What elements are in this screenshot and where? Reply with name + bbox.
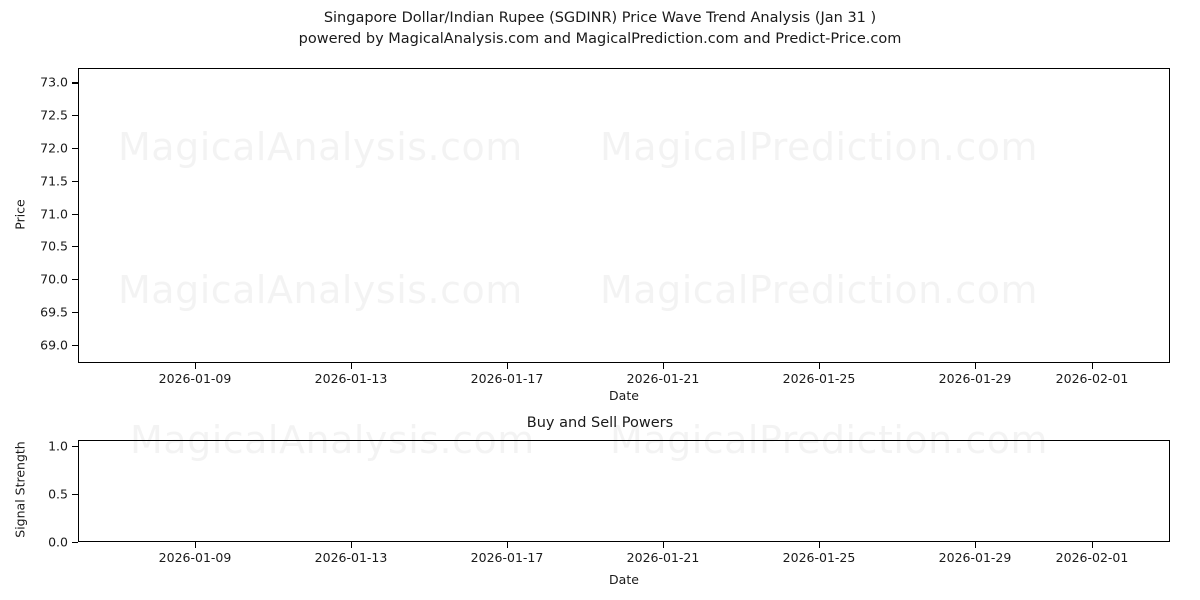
price-y-tick-mark [72,180,78,182]
price-x-tick-label: 2026-01-13 [314,371,388,386]
price-y-tick-label: 72.5 [40,107,68,123]
price-x-tick-mark [1092,363,1094,369]
price-y-tick-mark [72,246,78,248]
signal-x-tick-mark [975,542,977,548]
price-y-tick-mark [72,213,78,215]
title-block: Singapore Dollar/Indian Rupee (SGDINR) P… [0,8,1200,50]
price-y-tick-label: 72.0 [40,140,68,156]
price-y-tick-label: 69.0 [40,337,68,353]
price-x-tick-label: 2026-01-29 [938,371,1012,386]
signal-x-tick-mark [351,542,353,548]
signal-x-tick-mark [1092,542,1094,548]
signal-y-tick-mark [72,542,78,544]
price-x-tick-label: 2026-02-01 [1055,371,1129,386]
signal-chart-title: Buy and Sell Powers [526,415,674,431]
page-title: Singapore Dollar/Indian Rupee (SGDINR) P… [323,10,877,26]
signal-x-tick-mark [195,542,197,548]
price-x-tick-label: 2026-01-17 [470,371,544,386]
price-y-tick-mark [72,344,78,346]
signal-y-tick-label: 0.5 [48,486,68,502]
price-chart-panel [78,68,1170,363]
price-x-tick-label: 2026-01-21 [626,371,700,386]
price-y-tick-label: 71.0 [40,206,68,222]
price-y-tick-mark [72,279,78,281]
signal-y-tick-label: 0.0 [48,534,68,550]
price-y-tick-label: 71.5 [40,173,68,189]
page-subtitle: powered by MagicalAnalysis.com and Magic… [298,31,902,47]
price-x-tick-mark [663,363,665,369]
signal-x-tick-label: 2026-01-25 [782,550,856,565]
price-x-tick-label: 2026-01-25 [782,371,856,386]
price-y-tick-mark [72,82,78,84]
signal-x-tick-label: 2026-01-09 [158,550,232,565]
signal-y-tick-mark [72,493,78,496]
price-y-axis-title: Price [12,198,28,230]
signal-y-axis-title: Signal Strength [12,441,28,538]
price-y-tick-label: 70.0 [40,271,68,287]
signal-x-tick-label: 2026-01-21 [626,550,700,565]
signal-y-tick-label: 1.0 [48,438,68,454]
price-x-tick-mark [819,363,821,369]
price-x-tick-mark [195,363,197,369]
price-y-tick-label: 69.5 [40,304,68,320]
price-y-tick-mark [72,115,78,117]
price-x-tick-mark [975,363,977,369]
price-x-tick-label: 2026-01-09 [158,371,232,386]
price-y-tick-mark [72,147,78,150]
signal-x-tick-mark [663,542,665,548]
signal-x-axis-title: Date [609,572,639,587]
signal-x-tick-label: 2026-01-29 [938,550,1012,565]
price-x-tick-mark [351,363,353,369]
price-y-tick-label: 70.5 [40,238,68,254]
price-y-tick-label: 73.0 [40,74,68,90]
signal-x-tick-label: 2026-01-13 [314,550,388,565]
signal-chart-frame [78,440,1170,542]
signal-x-tick-label: 2026-01-17 [470,550,544,565]
signal-x-tick-mark [507,542,509,548]
signal-chart-panel [78,440,1170,542]
signal-y-tick-mark [72,445,78,447]
price-y-tick-mark [72,311,78,314]
price-chart-frame [78,68,1170,363]
signal-x-tick-mark [819,542,821,548]
price-x-tick-mark [507,363,509,369]
price-x-axis-title: Date [609,388,639,403]
signal-x-tick-label: 2026-02-01 [1055,550,1129,565]
